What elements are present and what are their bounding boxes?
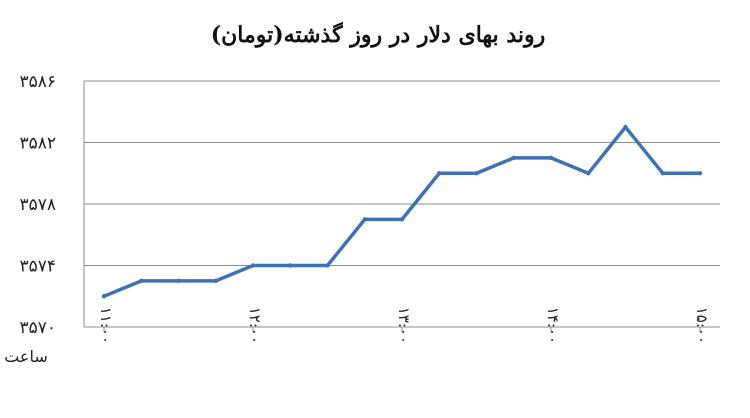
data-point-0 [101,294,107,299]
gridlines [83,80,720,328]
data-point-14 [623,124,628,130]
y-tick-label-3: ۳۵۸۲ [19,134,56,154]
data-point-8 [399,217,405,222]
data-point-11 [511,155,516,161]
y-axis-ticks: ۳۵۷۰ ۳۵۷۴ ۳۵۷۸ ۳۵۸۲ ۳۵۸۶ [19,72,56,338]
data-point-13 [586,171,591,176]
y-tick-label-0: ۳۵۷۰ [19,318,56,338]
data-point-15 [660,171,665,176]
data-point-6 [325,263,330,268]
x-tick-label-4: ۱۵:۰۰ [693,307,711,344]
x-axis-ticks: ۱۱:۰۰ ۱۲:۰۰ ۱۳:۰۰ ۱۴:۰۰ ۱۵:۰۰ [97,307,711,344]
data-point-7 [362,217,367,222]
y-tick-label-1: ۳۵۷۴ [19,257,56,277]
x-axis-label: ساعت [4,347,48,366]
data-point-1 [139,278,144,284]
x-tick-label-2: ۱۳:۰۰ [395,307,413,344]
data-point-4 [250,263,256,268]
data-point-3 [213,278,218,284]
x-tick-label-3: ۱۴:۰۰ [544,307,562,344]
series-line [103,124,700,298]
chart-title: روند بهای دلار در روز گذشته(تومان) [211,21,546,48]
data-point-12 [548,155,554,161]
x-tick-label-0: ۱۱:۰۰ [97,307,115,344]
data-point-16 [697,171,703,176]
x-tick-label-1: ۱۲:۰۰ [246,307,264,344]
y-tick-label-2: ۳۵۷۸ [19,195,56,215]
data-point-2 [176,278,181,284]
series-group [101,124,703,299]
data-point-10 [474,171,479,176]
y-tick-label-4: ۳۵۸۶ [19,72,56,92]
data-point-9 [437,171,442,176]
data-point-5 [288,263,293,268]
